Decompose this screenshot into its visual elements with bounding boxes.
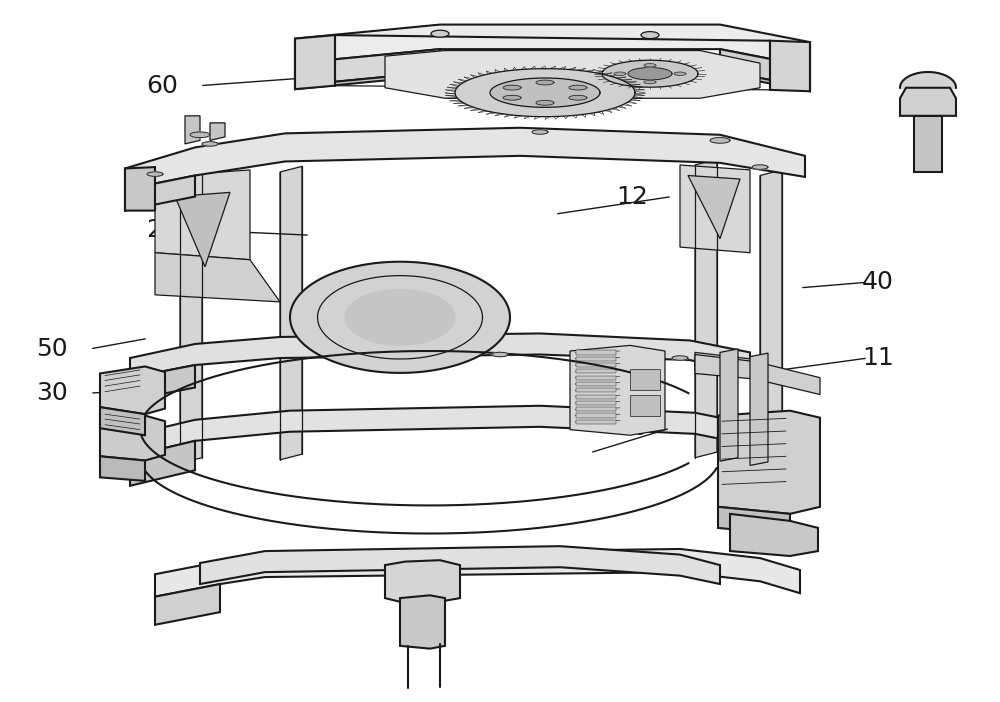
Polygon shape bbox=[688, 176, 740, 239]
Polygon shape bbox=[760, 170, 782, 465]
Polygon shape bbox=[130, 441, 195, 486]
Polygon shape bbox=[914, 116, 942, 172]
Polygon shape bbox=[602, 60, 698, 87]
Polygon shape bbox=[672, 356, 688, 360]
Polygon shape bbox=[385, 51, 760, 98]
Bar bbox=[576, 388, 616, 392]
Text: 40: 40 bbox=[862, 270, 894, 294]
Text: 10: 10 bbox=[616, 416, 648, 440]
Polygon shape bbox=[900, 72, 956, 88]
Polygon shape bbox=[130, 365, 195, 400]
Polygon shape bbox=[720, 49, 810, 88]
Polygon shape bbox=[190, 132, 210, 138]
Polygon shape bbox=[400, 595, 445, 649]
Bar bbox=[576, 376, 616, 380]
Text: 60: 60 bbox=[146, 74, 178, 98]
Polygon shape bbox=[503, 95, 521, 100]
Polygon shape bbox=[295, 70, 810, 91]
Bar bbox=[576, 382, 616, 386]
Polygon shape bbox=[200, 546, 720, 584]
Polygon shape bbox=[180, 171, 202, 463]
Polygon shape bbox=[695, 159, 717, 458]
Polygon shape bbox=[492, 352, 508, 357]
Polygon shape bbox=[718, 507, 790, 535]
Polygon shape bbox=[385, 560, 460, 603]
Polygon shape bbox=[614, 72, 626, 75]
Polygon shape bbox=[155, 549, 800, 597]
Polygon shape bbox=[125, 167, 155, 211]
Polygon shape bbox=[569, 95, 587, 100]
Polygon shape bbox=[503, 85, 521, 90]
Polygon shape bbox=[100, 366, 165, 414]
Bar bbox=[576, 395, 616, 399]
Bar bbox=[576, 420, 616, 424]
Bar bbox=[576, 413, 616, 418]
Polygon shape bbox=[125, 128, 805, 190]
Polygon shape bbox=[155, 170, 250, 260]
Polygon shape bbox=[100, 456, 145, 481]
Text: 12: 12 bbox=[616, 185, 648, 208]
Polygon shape bbox=[536, 80, 554, 85]
Polygon shape bbox=[720, 349, 738, 461]
Polygon shape bbox=[290, 262, 510, 373]
Polygon shape bbox=[532, 130, 548, 134]
Polygon shape bbox=[674, 72, 686, 75]
Polygon shape bbox=[210, 123, 225, 140]
Polygon shape bbox=[455, 69, 635, 117]
Bar bbox=[630, 369, 660, 390]
Bar bbox=[576, 369, 616, 373]
Polygon shape bbox=[185, 116, 200, 144]
Polygon shape bbox=[644, 81, 656, 84]
Polygon shape bbox=[100, 407, 145, 435]
Ellipse shape bbox=[641, 32, 659, 39]
Bar bbox=[576, 401, 616, 405]
Bar bbox=[630, 395, 660, 416]
Polygon shape bbox=[295, 25, 810, 67]
Polygon shape bbox=[345, 289, 455, 345]
Polygon shape bbox=[710, 138, 730, 143]
Polygon shape bbox=[730, 514, 818, 556]
Polygon shape bbox=[770, 41, 810, 91]
Bar bbox=[576, 350, 616, 355]
Polygon shape bbox=[125, 176, 195, 211]
Polygon shape bbox=[202, 142, 218, 146]
Polygon shape bbox=[695, 352, 755, 378]
Polygon shape bbox=[718, 411, 820, 514]
Ellipse shape bbox=[431, 30, 449, 37]
Polygon shape bbox=[280, 166, 302, 460]
Polygon shape bbox=[490, 78, 600, 107]
Polygon shape bbox=[155, 253, 280, 302]
Polygon shape bbox=[750, 353, 768, 465]
Polygon shape bbox=[155, 584, 220, 625]
Polygon shape bbox=[900, 88, 956, 116]
Polygon shape bbox=[100, 411, 165, 461]
Polygon shape bbox=[680, 165, 750, 253]
Polygon shape bbox=[295, 49, 440, 86]
Polygon shape bbox=[570, 345, 665, 435]
Polygon shape bbox=[536, 100, 554, 105]
Polygon shape bbox=[130, 333, 750, 378]
Text: 11: 11 bbox=[862, 346, 894, 370]
Bar bbox=[576, 357, 616, 361]
Text: 50: 50 bbox=[36, 337, 68, 361]
Polygon shape bbox=[644, 64, 656, 67]
Polygon shape bbox=[695, 355, 820, 395]
Polygon shape bbox=[175, 192, 230, 267]
Polygon shape bbox=[752, 165, 768, 169]
Bar bbox=[576, 363, 616, 367]
Polygon shape bbox=[295, 35, 335, 89]
Text: 30: 30 bbox=[36, 381, 68, 405]
Polygon shape bbox=[628, 67, 672, 80]
Polygon shape bbox=[147, 172, 163, 176]
Polygon shape bbox=[130, 406, 755, 456]
Text: 20: 20 bbox=[146, 218, 178, 242]
Bar bbox=[576, 407, 616, 411]
Polygon shape bbox=[569, 85, 587, 90]
